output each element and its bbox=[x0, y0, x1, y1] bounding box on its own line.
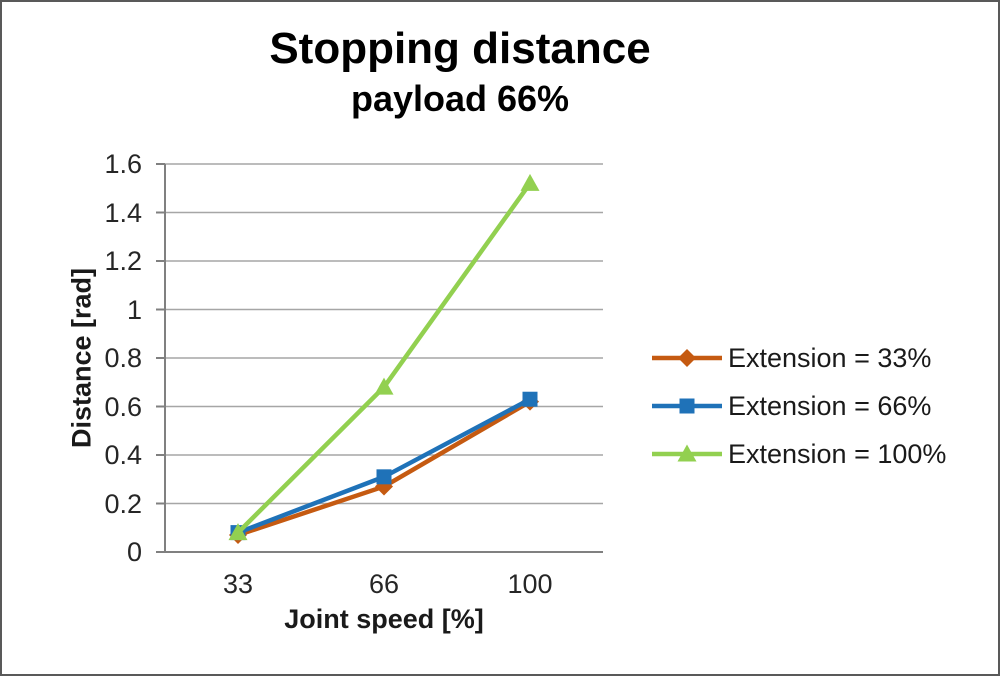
y-tick-label: 1.4 bbox=[104, 197, 142, 228]
legend-label: Extension = 100% bbox=[728, 438, 947, 469]
x-tick-label: 66 bbox=[368, 569, 400, 599]
legend-key bbox=[652, 349, 722, 367]
legend-item: Extension = 66% bbox=[650, 390, 932, 421]
y-tick-label: 0.4 bbox=[104, 440, 142, 470]
chart-subtitle: payload 66% bbox=[350, 78, 570, 119]
triangle-marker bbox=[520, 173, 540, 191]
y-tick-label: 0.8 bbox=[104, 343, 142, 373]
chart-title: Stopping distance bbox=[269, 24, 651, 73]
x-tick-label: 100 bbox=[507, 569, 553, 599]
triangle-marker bbox=[228, 523, 248, 541]
square-marker bbox=[522, 391, 538, 407]
diamond-marker bbox=[678, 349, 696, 367]
legend-item: Extension = 100% bbox=[650, 438, 947, 469]
y-tick-label: 0 bbox=[126, 537, 142, 567]
triangle-marker bbox=[374, 377, 394, 395]
y-tick-label: 0.6 bbox=[104, 391, 142, 422]
legend-key bbox=[652, 444, 722, 462]
triangle-marker bbox=[677, 444, 697, 462]
legend-label: Extension = 33% bbox=[728, 342, 932, 373]
x-tick-label: 33 bbox=[222, 569, 254, 599]
square-marker bbox=[679, 398, 695, 414]
y-tick-label: 1.6 bbox=[104, 149, 142, 179]
series-line-66 bbox=[235, 396, 533, 535]
y-tick-label: 1.2 bbox=[104, 246, 142, 276]
y-tick-label: 1 bbox=[126, 294, 142, 325]
x-axis-title: Joint speed [%] bbox=[284, 604, 484, 634]
square-marker bbox=[376, 469, 392, 485]
legend-label: Extension = 66% bbox=[728, 390, 932, 421]
legend-item: Extension = 33% bbox=[650, 342, 932, 373]
y-tick-label: 0.2 bbox=[104, 488, 142, 519]
legend-key bbox=[652, 398, 722, 414]
